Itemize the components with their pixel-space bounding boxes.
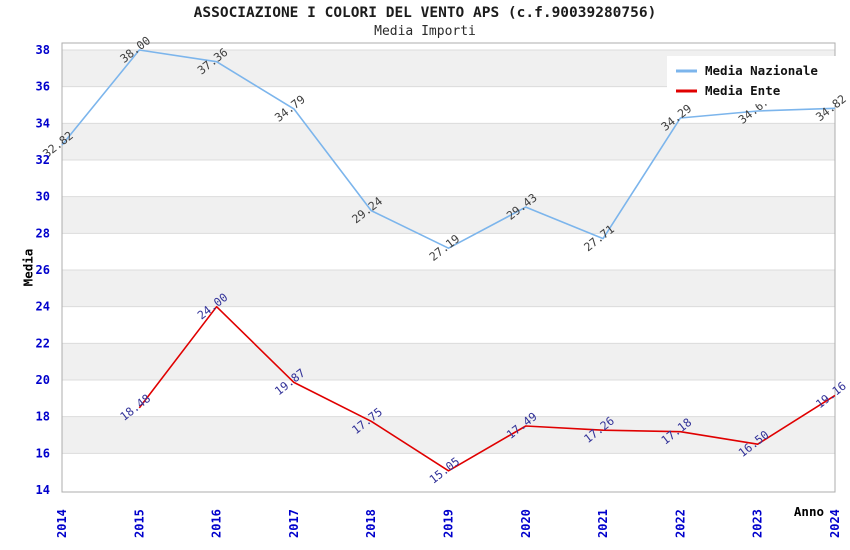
plot-border (61, 42, 836, 493)
gridlines (62, 49, 835, 454)
y-tick: 22 (36, 336, 50, 350)
legend-box (667, 56, 850, 104)
x-tick: 2014 (55, 509, 69, 538)
x-tick: 2018 (364, 509, 378, 538)
y-tick: 26 (36, 263, 50, 277)
x-tick: 2017 (287, 509, 301, 538)
y-tick: 24 (36, 300, 50, 314)
y-tick: 30 (36, 190, 50, 204)
y-tick: 38 (36, 43, 50, 57)
x-tick: 2019 (442, 509, 456, 538)
x-axis-label: Anno (793, 504, 824, 519)
chart-title: ASSOCIAZIONE I COLORI DEL VENTO APS (c.f… (193, 5, 657, 21)
y-tick: 34 (36, 116, 50, 130)
series-line-media-ente (138, 305, 836, 472)
x-tick: 2022 (673, 509, 687, 538)
y-tick: 20 (36, 373, 50, 387)
y-tick: 32 (36, 153, 50, 167)
x-tick: 2015 (132, 509, 146, 538)
y-tick: 14 (36, 483, 50, 497)
chart-subtitle: Media Importi (374, 24, 476, 39)
y-axis-label: Media (20, 248, 36, 287)
series-line-media-nazionale (61, 49, 836, 249)
x-tick: 2024 (828, 509, 842, 538)
legend: Media Nazionale Media Ente (667, 56, 850, 104)
y-tick: 18 (36, 410, 50, 424)
y-tick: 36 (36, 80, 50, 94)
x-tick: 2020 (519, 509, 533, 538)
legend-label-media-ente: Media Ente (705, 83, 781, 98)
x-tick-labels: 2014 2015 2016 2017 2018 2019 2020 2021 2022 2023… (55, 509, 842, 538)
y-tick: 16 (36, 446, 50, 460)
legend-label-media-nazionale: Media Nazionale (705, 63, 818, 78)
x-tick: 2016 (210, 509, 224, 538)
x-tick: 2023 (751, 509, 765, 538)
y-tick: 28 (36, 226, 50, 240)
y-tick-labels: 14 16 18 20 22 24 26 28 30 32 34 36 38 (36, 43, 50, 497)
x-tick: 2021 (596, 509, 610, 538)
